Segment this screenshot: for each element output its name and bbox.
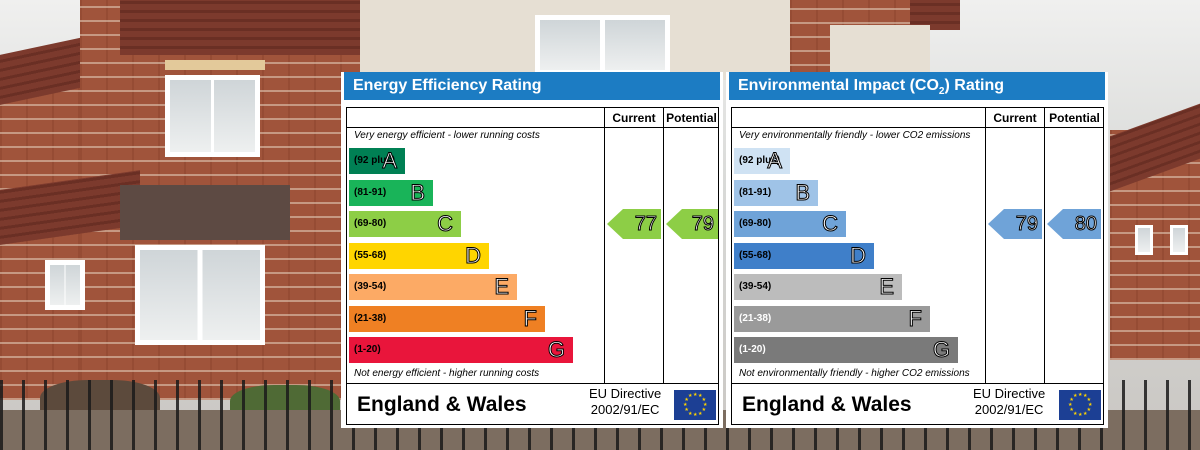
eu-star-icon: ★ xyxy=(1078,412,1083,418)
rating-band-b: (81-91) B xyxy=(349,179,433,206)
band-letter: A xyxy=(382,148,398,174)
current-column-header: Current xyxy=(993,111,1037,125)
eu-star-icon: ★ xyxy=(1083,410,1088,417)
band-letter: E xyxy=(494,274,510,300)
eu-star-icon: ★ xyxy=(1069,407,1074,413)
band-letter: G xyxy=(547,337,565,363)
band-range-label: (55-68) xyxy=(739,249,772,261)
panel-title: Environmental Impact (CO2) Rating xyxy=(729,72,1105,100)
eu-star-icon: ★ xyxy=(684,397,689,403)
rating-frame xyxy=(731,107,1104,425)
eu-star-icon: ★ xyxy=(1088,402,1093,408)
eu-star-icon: ★ xyxy=(688,393,693,400)
rating-band-a: (92 plus) A xyxy=(734,148,790,174)
current-rating-value: 77 xyxy=(634,213,657,236)
note-top: Very environmentally friendly - lower CO… xyxy=(739,130,971,141)
band-range-label: (21-38) xyxy=(739,312,772,324)
rating-band-f: (21-38) F xyxy=(734,305,930,332)
region-label: England & Wales xyxy=(742,393,912,416)
note-top: Very energy efficient - lower running co… xyxy=(354,130,540,141)
band-range-label: (92 plus) xyxy=(354,155,396,166)
note-bottom: Not energy efficient - higher running co… xyxy=(354,368,540,379)
band-range-label: (39-54) xyxy=(354,281,387,292)
band-letter: D xyxy=(850,242,867,268)
rating-band-g: (1-20) G xyxy=(349,337,573,363)
eu-star-icon: ★ xyxy=(1069,397,1074,403)
eu-star-icon: ★ xyxy=(1073,393,1078,400)
rating-band-f: (21-38) F xyxy=(349,305,545,332)
eu-star-icon: ★ xyxy=(1086,407,1092,413)
eu-star-icon: ★ xyxy=(693,392,698,398)
band-letter: B xyxy=(410,179,426,205)
eu-flag-icon: ★ ★ ★ ★ ★ ★ ★ ★ ★ ★ ★ ★ xyxy=(1059,390,1101,420)
eu-star-icon: ★ xyxy=(684,407,689,413)
band-range-label: (69-80) xyxy=(354,218,387,229)
eu-star-icon: ★ xyxy=(688,410,693,417)
potential-column-header: Potential xyxy=(1049,111,1100,125)
rating-band-e: (39-54) E xyxy=(734,274,902,300)
note-bottom: Not environmentally friendly - higher CO… xyxy=(739,368,970,379)
rating-band-a: (92 plus) A xyxy=(349,148,405,174)
band-range-label: (1-20) xyxy=(354,344,381,355)
eu-star-icon: ★ xyxy=(1068,402,1073,408)
band-range-label: (81-91) xyxy=(739,186,772,198)
eu-star-icon: ★ xyxy=(683,402,688,408)
rating-band-e: (39-54) E xyxy=(349,274,517,300)
band-range-label: (1-20) xyxy=(739,344,766,355)
rating-band-d: (55-68) D xyxy=(734,242,874,269)
potential-column-header: Potential xyxy=(666,111,717,125)
band-range-label: (81-91) xyxy=(354,186,387,198)
band-range-label: (69-80) xyxy=(739,218,772,229)
rating-band-g: (1-20) G xyxy=(734,337,958,363)
band-letter: F xyxy=(908,305,922,331)
current-column-header: Current xyxy=(612,111,656,125)
eu-star-icon: ★ xyxy=(698,393,703,400)
band-letter: E xyxy=(879,274,895,300)
current-rating-value: 79 xyxy=(1015,213,1038,236)
band-range-label: (92 plus) xyxy=(739,155,781,166)
eu-flag-icon: ★ ★ ★ ★ ★ ★ ★ ★ ★ ★ ★ ★ xyxy=(674,390,716,420)
rating-band-b: (81-91) B xyxy=(734,179,818,206)
potential-rating-value: 79 xyxy=(691,213,714,236)
region-label: England & Wales xyxy=(357,393,527,416)
band-letter: A xyxy=(767,148,783,174)
rating-band-c: (69-80) C xyxy=(734,211,846,237)
band-letter: D xyxy=(465,242,482,268)
eu-star-icon: ★ xyxy=(693,412,698,418)
rating-frame xyxy=(346,107,719,425)
band-range-label: (21-38) xyxy=(354,312,387,324)
potential-rating-value: 80 xyxy=(1074,213,1097,236)
eu-star-icon: ★ xyxy=(698,410,703,417)
eu-star-icon: ★ xyxy=(1083,393,1088,400)
rating-band-c: (69-80) C xyxy=(349,211,461,237)
eu-star-icon: ★ xyxy=(1073,410,1078,417)
rating-band-d: (55-68) D xyxy=(349,242,489,269)
environmental-impact-panel: Environmental Impact (CO2) Rating Curren… xyxy=(726,72,1108,428)
band-letter: C xyxy=(822,211,839,237)
band-letter: F xyxy=(523,305,537,331)
eu-star-icon: ★ xyxy=(701,407,707,413)
eu-star-icon: ★ xyxy=(1086,397,1092,403)
energy-efficiency-panel: Energy Efficiency Rating Current Potenti… xyxy=(341,72,723,428)
eu-star-icon: ★ xyxy=(703,402,708,408)
band-letter: B xyxy=(795,179,811,205)
band-range-label: (39-54) xyxy=(739,281,772,292)
eu-directive: EU Directive 2002/91/EC xyxy=(589,386,662,417)
eu-star-icon: ★ xyxy=(1078,392,1083,398)
band-letter: C xyxy=(437,211,454,237)
eu-directive: EU Directive 2002/91/EC xyxy=(973,386,1046,417)
eu-star-icon: ★ xyxy=(701,397,707,403)
panel-title: Energy Efficiency Rating xyxy=(344,72,720,100)
band-letter: G xyxy=(932,337,950,363)
band-range-label: (55-68) xyxy=(354,249,387,261)
